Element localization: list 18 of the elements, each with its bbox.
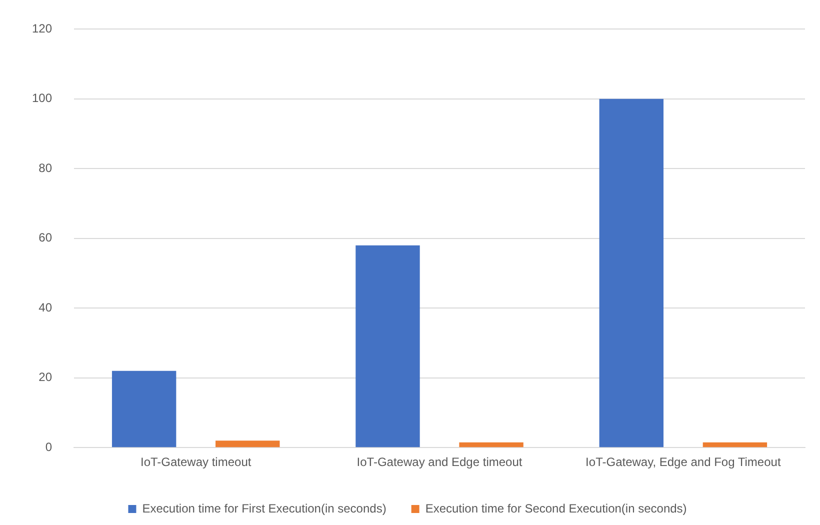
bar (216, 440, 280, 448)
x-tick-label: IoT-Gateway, Edge and Fog Timeout (586, 455, 782, 470)
bar (599, 98, 664, 448)
y-tick-label: 100 (32, 91, 52, 106)
legend-label: Execution time for First Execution(in seconds) (142, 501, 386, 516)
y-tick-label: 40 (38, 300, 52, 314)
y-tick-label: 0 (45, 440, 52, 454)
y-tick-label: 120 (32, 22, 52, 36)
bar (356, 245, 420, 448)
y-tick-label: 80 (38, 160, 52, 175)
bar (112, 370, 176, 448)
x-tick-label: IoT-Gateway timeout (140, 455, 252, 470)
x-tick-label: IoT-Gateway and Edge timeout (356, 455, 523, 470)
y-tick-label: 60 (38, 230, 52, 245)
bar (459, 442, 524, 448)
bar (702, 442, 768, 448)
y-tick-label: 20 (38, 370, 52, 384)
legend-label: Execution time for Second Execution(in seconds) (425, 501, 687, 516)
